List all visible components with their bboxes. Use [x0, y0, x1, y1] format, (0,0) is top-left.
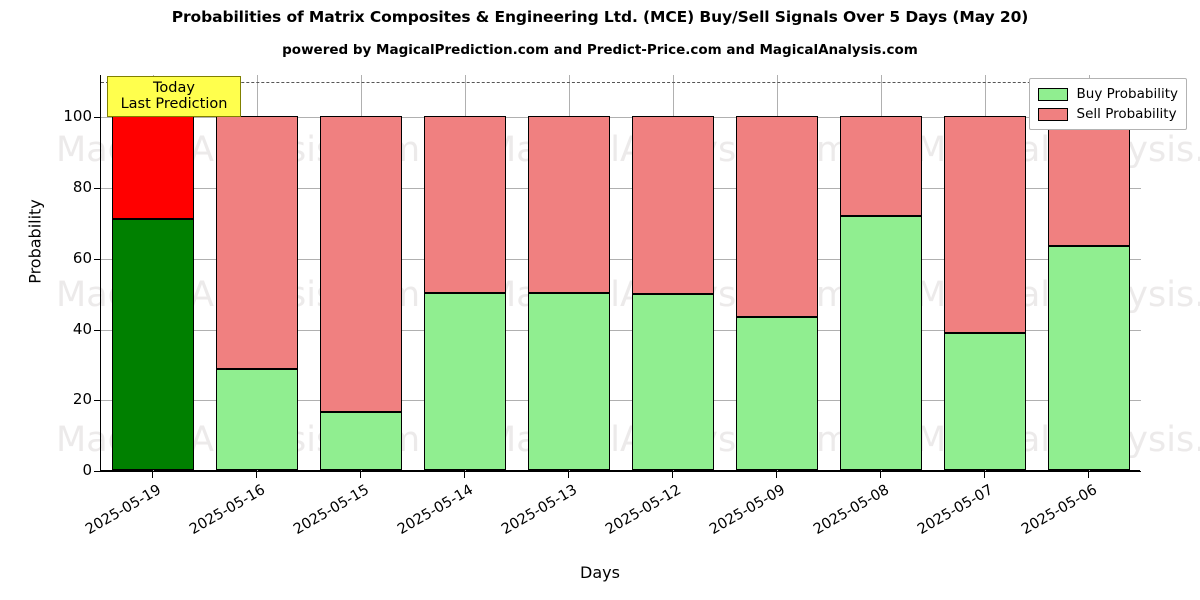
x-tick-label: 2025-05-12 [603, 482, 684, 538]
bar-segment-sell[interactable] [632, 116, 714, 295]
x-tick-label: 2025-05-16 [187, 482, 268, 538]
x-tick-label: 2025-05-15 [291, 482, 372, 538]
x-tick-label: 2025-05-06 [1019, 482, 1100, 538]
bar-group[interactable] [632, 74, 714, 470]
y-tick-label: 100 [63, 107, 92, 126]
y-axis-line [100, 75, 101, 472]
x-tick-label: 2025-05-13 [499, 482, 580, 538]
bar-segment-buy[interactable] [944, 332, 1026, 470]
x-tick-mark [568, 472, 569, 478]
bar-segment-sell[interactable] [944, 116, 1026, 333]
legend-item-buy: Buy Probability [1037, 84, 1178, 104]
bar-segment-sell[interactable] [112, 116, 194, 219]
legend-item-sell: Sell Probability [1037, 104, 1178, 124]
annotation-line-1: Today [153, 80, 195, 96]
y-tick-label: 0 [82, 461, 92, 479]
x-tick-label: 2025-05-08 [811, 482, 892, 538]
x-tick-mark [672, 472, 673, 478]
bar-group[interactable] [320, 74, 402, 470]
bar-segment-sell[interactable] [1048, 116, 1130, 247]
bar-group[interactable] [736, 74, 818, 470]
legend-swatch-sell [1037, 107, 1068, 121]
gridline-horizontal [101, 117, 1141, 119]
bar-segment-buy[interactable] [216, 369, 298, 470]
chart-subtitle: powered by MagicalPrediction.com and Pre… [282, 42, 918, 58]
gridline-horizontal [101, 400, 1141, 402]
x-tick-mark [984, 472, 985, 478]
x-tick-mark [152, 472, 153, 478]
y-tick-mark [94, 471, 100, 472]
gridline-horizontal [101, 329, 1141, 331]
y-tick-mark [94, 329, 100, 331]
bar-segment-buy[interactable] [112, 218, 194, 470]
legend-label-sell: Sell Probability [1076, 106, 1177, 122]
bar-segment-buy[interactable] [840, 215, 922, 470]
bar-group[interactable] [528, 74, 610, 470]
bar-segment-buy[interactable] [1048, 246, 1130, 470]
bar-group[interactable] [1048, 74, 1130, 470]
bar-segment-buy[interactable] [528, 293, 610, 470]
bar-group[interactable] [112, 74, 194, 470]
x-tick-mark [256, 472, 257, 478]
bar-segment-buy[interactable] [736, 316, 818, 470]
x-tick-mark [776, 472, 777, 478]
bar-group[interactable] [944, 74, 1026, 470]
plot-area: MagicalAnalysis.comMagicalAnalysis.comMa… [56, 74, 1200, 472]
x-tick-mark [1088, 472, 1089, 478]
x-tick-mark [464, 472, 465, 478]
bar-segment-sell[interactable] [216, 116, 298, 370]
x-tick-label: 2025-05-19 [83, 482, 164, 538]
today-annotation: Today Last Prediction [107, 76, 241, 118]
bar-segment-sell[interactable] [840, 116, 922, 216]
x-tick-mark [880, 472, 881, 478]
bar-segment-sell[interactable] [424, 116, 506, 294]
gridline-horizontal [101, 258, 1141, 260]
x-tick-label: 2025-05-07 [915, 482, 996, 538]
gridline-horizontal [101, 188, 1141, 190]
bar-group[interactable] [424, 74, 506, 470]
y-tick-mark [94, 117, 100, 119]
bar-group[interactable] [216, 74, 298, 470]
y-tick-mark [94, 258, 100, 260]
x-axis-line [100, 471, 1141, 472]
x-tick-label: 2025-05-14 [395, 482, 476, 538]
bar-group[interactable] [840, 74, 922, 470]
y-tick-label: 80 [72, 178, 92, 197]
bar-segment-sell[interactable] [320, 116, 402, 413]
x-axis-label: Days [580, 563, 620, 582]
x-tick-label: 2025-05-09 [707, 482, 788, 538]
bar-segment-sell[interactable] [528, 116, 610, 294]
bar-segment-buy[interactable] [320, 412, 402, 470]
legend-swatch-buy [1037, 87, 1068, 101]
x-tick-mark [360, 472, 361, 478]
y-tick-mark [94, 188, 100, 190]
y-tick-label: 20 [72, 390, 92, 409]
reference-line [101, 82, 1141, 84]
legend-label-buy: Buy Probability [1076, 86, 1178, 102]
y-tick-mark [94, 400, 100, 402]
bar-segment-buy[interactable] [632, 294, 714, 470]
y-axis-label: Probability [25, 199, 45, 284]
y-tick-label: 60 [72, 248, 92, 267]
y-tick-label: 40 [72, 319, 92, 338]
annotation-line-2: Last Prediction [120, 96, 228, 113]
chart-title: Probabilities of Matrix Composites & Eng… [171, 8, 1029, 26]
bar-segment-buy[interactable] [424, 293, 506, 470]
bar-segment-sell[interactable] [736, 116, 818, 317]
chart-legend: Buy Probability Sell Probability [1028, 78, 1187, 130]
